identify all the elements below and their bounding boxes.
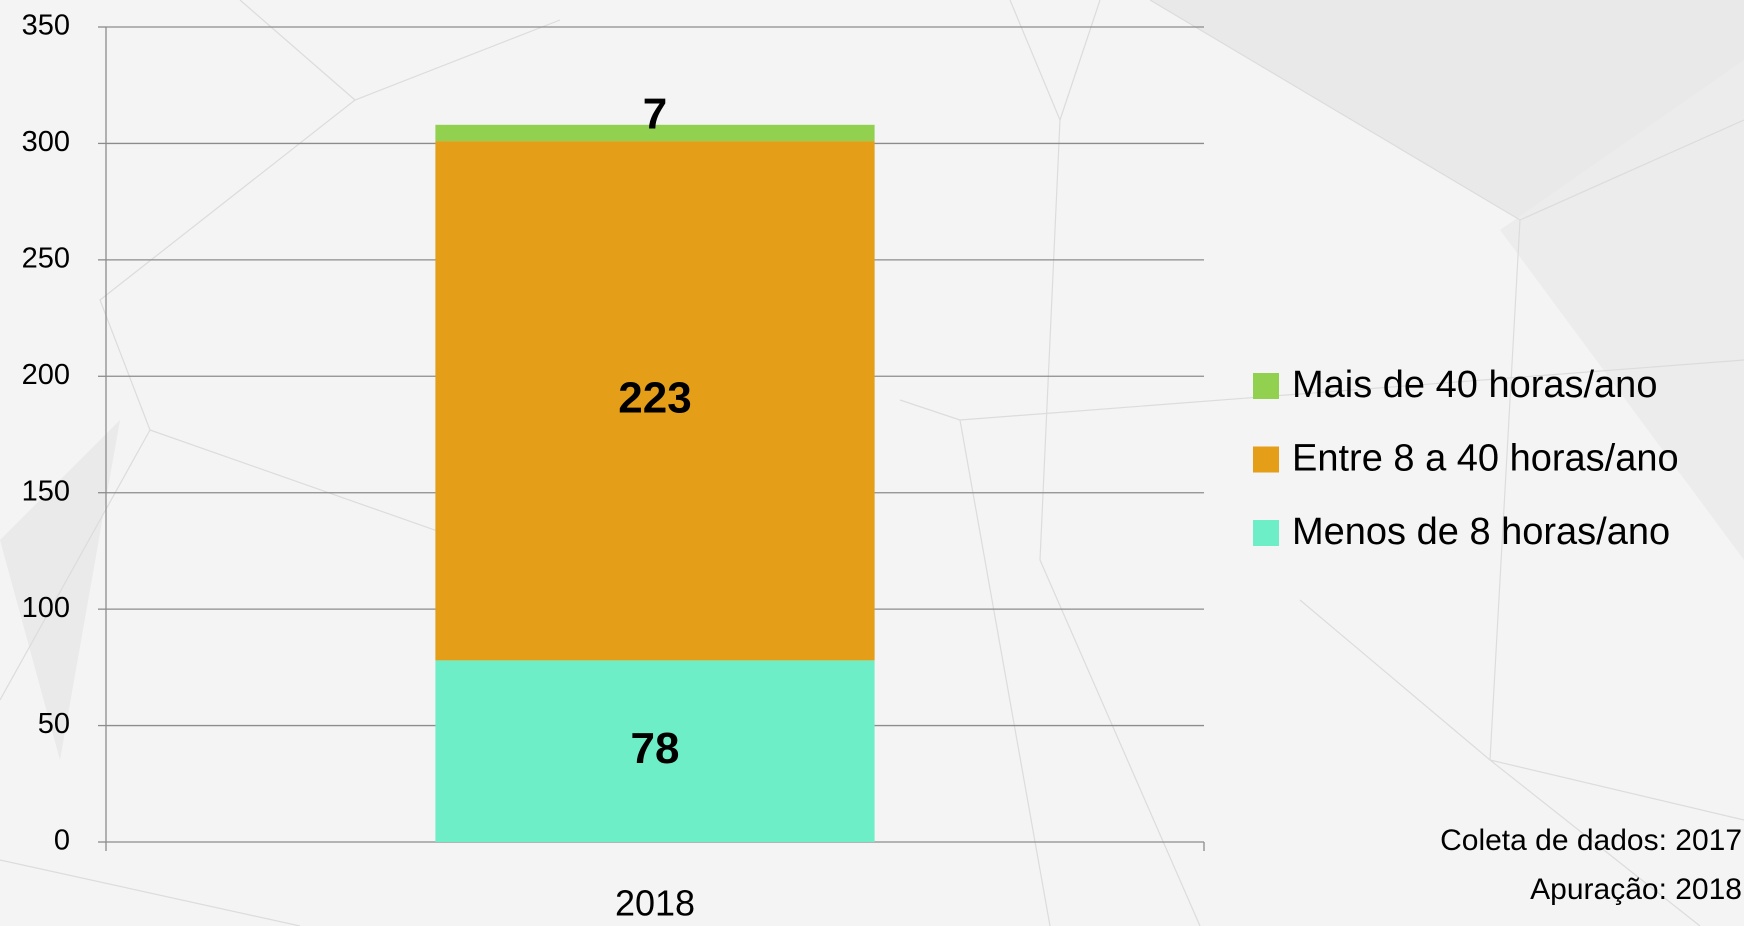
data-label: 78 [631,724,680,773]
y-tick-label: 350 [22,10,70,42]
annotation: Coleta de dados: 2017 [1440,824,1742,857]
legend-label: Mais de 40 horas/ano [1292,364,1657,406]
y-tick-label: 300 [22,126,70,158]
y-tick-label: 200 [22,359,70,391]
bar-segment [435,141,875,661]
y-tick-label: 0 [54,825,70,857]
legend-label: Entre 8 a 40 horas/ano [1292,438,1679,480]
legend-swatch [1253,373,1279,399]
legend-swatch [1253,446,1279,473]
legend-label: Menos de 8 horas/ano [1292,511,1670,553]
data-label: 223 [618,373,691,422]
y-tick-label: 250 [22,243,70,275]
bar-segment [435,660,875,842]
plot-area: 0 50 100 150 200 250 300 350 2018 78 223 7 Menos de … [22,10,1679,924]
data-label: 7 [643,89,667,138]
y-tick-label: 100 [22,592,70,624]
y-tick-label: 150 [22,475,70,507]
legend-swatch [1253,520,1279,546]
x-tick-label: 2018 [615,883,695,924]
annotation: Apuração: 2018 [1530,873,1742,906]
bar-segment [435,124,875,142]
y-tick-label: 50 [38,708,70,740]
